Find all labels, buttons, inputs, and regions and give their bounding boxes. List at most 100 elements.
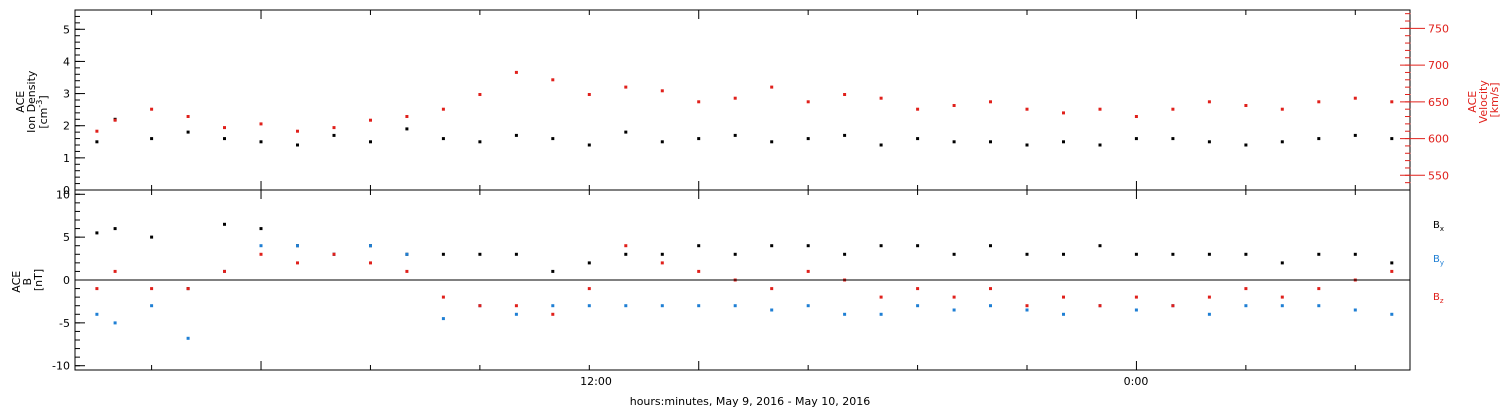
p2-by-point <box>1207 312 1211 316</box>
p2-by-point <box>186 336 190 340</box>
p1-velocity-point <box>806 100 810 104</box>
p2-bx-point <box>1353 252 1357 256</box>
p2-bz-point <box>1062 295 1065 299</box>
p2-by-point <box>296 244 299 248</box>
p2-bx-point <box>223 222 226 226</box>
p1-ion-density-point <box>1025 143 1029 147</box>
p2-bx-point <box>1098 244 1102 248</box>
b-y-axis: -10 -5 0 5 10 <box>52 188 85 373</box>
p2-by-point <box>259 244 263 248</box>
p1-ion-density-point <box>1353 133 1357 137</box>
p2-by-point <box>843 312 847 316</box>
p2-by-point <box>369 244 372 248</box>
p2-bx-point <box>879 244 883 248</box>
b-tick-label: 10 <box>56 188 70 201</box>
p2-by-point <box>733 304 737 308</box>
p2-bx-point <box>952 252 956 256</box>
p2-bz-point <box>223 269 226 273</box>
p2-bz-point <box>514 304 518 308</box>
p2-by-point <box>1062 312 1065 316</box>
p1-velocity-point <box>879 96 883 100</box>
p1-ion-density-point <box>879 143 883 147</box>
p1-velocity-point <box>660 89 664 93</box>
p1-velocity-point <box>223 126 226 130</box>
p2-bx-point <box>733 252 737 256</box>
density-tick-label: 5 <box>63 23 70 36</box>
p2-bz-point <box>113 269 117 273</box>
p1-ion-density-point <box>551 137 555 141</box>
p1-velocity-point <box>514 70 518 74</box>
b-legend: Bx By Bz <box>1433 220 1444 305</box>
p1-velocity-point <box>1244 104 1248 107</box>
legend-bx-base: B <box>1433 220 1440 231</box>
p2-bz-point <box>150 287 154 291</box>
p1-velocity-point <box>624 85 628 89</box>
p2-bz-point <box>916 287 920 291</box>
p1-velocity-point <box>1280 107 1284 111</box>
density-axis-label-line2: Ion Density <box>25 70 38 133</box>
p1-ion-density-point <box>514 133 518 137</box>
p2-by-point <box>1025 308 1029 312</box>
p1-velocity-point <box>916 107 920 111</box>
p2-bx-point <box>551 269 555 273</box>
density-unit-base: [cm <box>37 108 50 129</box>
p1-velocity-point <box>478 93 482 96</box>
p1-velocity-point <box>150 107 154 111</box>
p1-ion-density-point <box>806 137 810 141</box>
p1-ion-density-point <box>259 140 263 144</box>
p2-by-point <box>952 308 956 312</box>
p1-ion-density-point <box>989 140 992 144</box>
b-tick-label: -5 <box>59 317 70 330</box>
p1-ion-density-point <box>1062 140 1065 144</box>
p2-bz-point <box>770 287 774 291</box>
p1-velocity-point <box>186 115 190 118</box>
p1-ion-density-point <box>405 127 409 131</box>
p2-bz-point <box>551 312 555 316</box>
p1-ion-density-point <box>1280 140 1284 144</box>
velocity-axis-label: ACE Velocity [km/s] <box>1466 77 1500 124</box>
p2-bx-point <box>843 252 847 256</box>
p2-by-point <box>1244 304 1248 308</box>
density-velocity-points <box>95 70 1394 147</box>
velocity-tick-label: 550 <box>1428 169 1449 182</box>
p2-bz-point <box>1025 304 1029 308</box>
density-velocity-panel: 0 1 2 3 4 5 550 600 650 700 750 ACE Ion Density [… <box>14 9 1500 197</box>
p2-bx-point <box>1317 252 1321 256</box>
p2-bx-point <box>587 261 591 265</box>
p2-bx-point <box>1207 252 1211 256</box>
p2-bx-point <box>1280 261 1284 265</box>
density-tick-label: 1 <box>63 152 70 165</box>
p1-ion-density-point <box>332 133 336 137</box>
b-axis-label-line2: B <box>21 278 34 286</box>
p2-bz-point <box>1134 295 1138 299</box>
legend-by: By <box>1433 254 1444 267</box>
p2-bz-point <box>405 269 409 273</box>
p2-by-point <box>989 304 992 308</box>
p2-by-point <box>1353 308 1357 312</box>
p2-bz-point <box>1098 304 1102 308</box>
p2-bz-point <box>441 295 445 299</box>
p2-by-point <box>770 308 774 312</box>
p2-by-point <box>587 304 591 308</box>
p2-by-point <box>514 312 518 316</box>
velocity-tick-label: 700 <box>1428 59 1449 72</box>
b-tick-label: 5 <box>63 231 70 244</box>
p2-bz-point <box>1207 295 1211 299</box>
p2-bx-point <box>150 235 154 239</box>
p1-ion-density-point <box>733 133 737 137</box>
p2-bx-point <box>916 244 920 248</box>
p2-by-point <box>879 312 883 316</box>
p2-bx-point <box>1390 261 1394 265</box>
p2-bx-point <box>441 252 445 256</box>
density-tick-label: 4 <box>63 55 70 68</box>
velocity-tick-label: 750 <box>1428 22 1449 35</box>
p1-velocity-point <box>332 126 336 130</box>
p2-bx-point <box>624 252 628 256</box>
p1-velocity-point <box>989 100 992 104</box>
p2-bz-point <box>296 261 299 265</box>
p1-velocity-point <box>1171 107 1175 111</box>
velocity-y-axis: 550 600 650 700 750 <box>1400 13 1449 191</box>
p2-bz-point <box>1317 287 1321 291</box>
b-axis-label: ACE B [nT] <box>10 267 45 292</box>
velocity-axis-label-line2: Velocity <box>1477 80 1490 124</box>
